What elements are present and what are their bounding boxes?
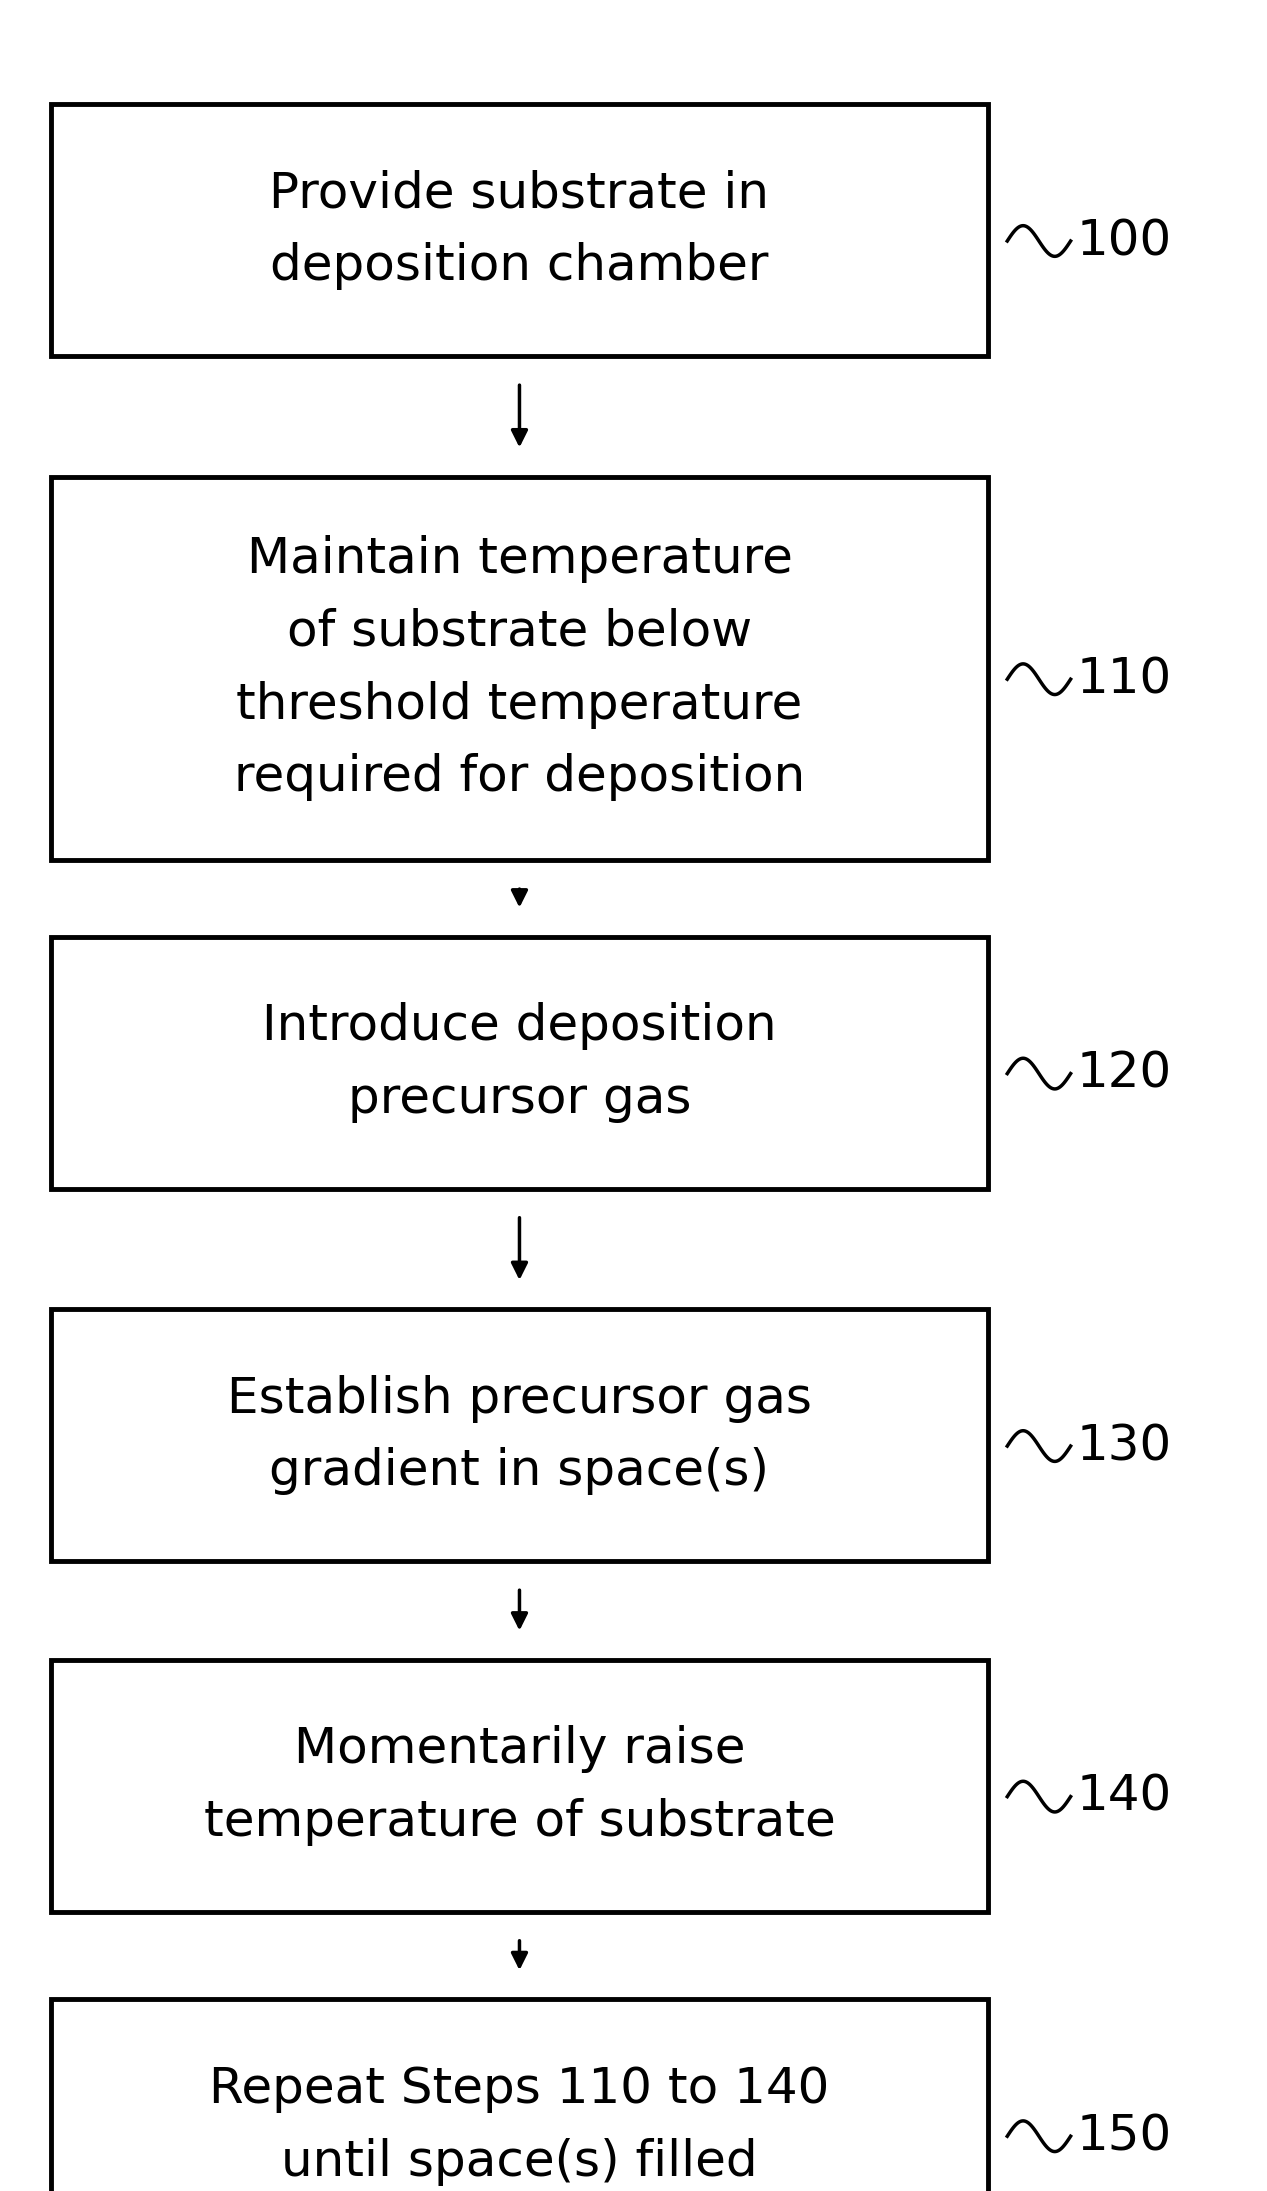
FancyBboxPatch shape: [51, 103, 988, 355]
Text: 120: 120: [1077, 1049, 1172, 1098]
Text: Establish precursor gas
gradient in space(s): Establish precursor gas gradient in spac…: [227, 1374, 812, 1496]
Text: Momentarily raise
temperature of substrate: Momentarily raise temperature of substra…: [204, 1724, 835, 1847]
FancyBboxPatch shape: [51, 1661, 988, 1911]
Text: Introduce deposition
precursor gas: Introduce deposition precursor gas: [262, 1001, 777, 1124]
Text: Maintain temperature
of substrate below
threshold temperature
required for depos: Maintain temperature of substrate below …: [234, 535, 805, 802]
Text: 110: 110: [1077, 655, 1172, 703]
FancyBboxPatch shape: [51, 938, 988, 1188]
FancyBboxPatch shape: [51, 1998, 988, 2191]
Text: 150: 150: [1077, 2112, 1172, 2160]
Text: Repeat Steps 110 to 140
until space(s) filled: Repeat Steps 110 to 140 until space(s) f…: [209, 2064, 830, 2187]
FancyBboxPatch shape: [51, 1310, 988, 1560]
Text: 140: 140: [1077, 1773, 1172, 1821]
Text: 100: 100: [1077, 217, 1172, 265]
Text: 130: 130: [1077, 1422, 1172, 1470]
FancyBboxPatch shape: [51, 478, 988, 861]
Text: Provide substrate in
deposition chamber: Provide substrate in deposition chamber: [270, 169, 769, 291]
